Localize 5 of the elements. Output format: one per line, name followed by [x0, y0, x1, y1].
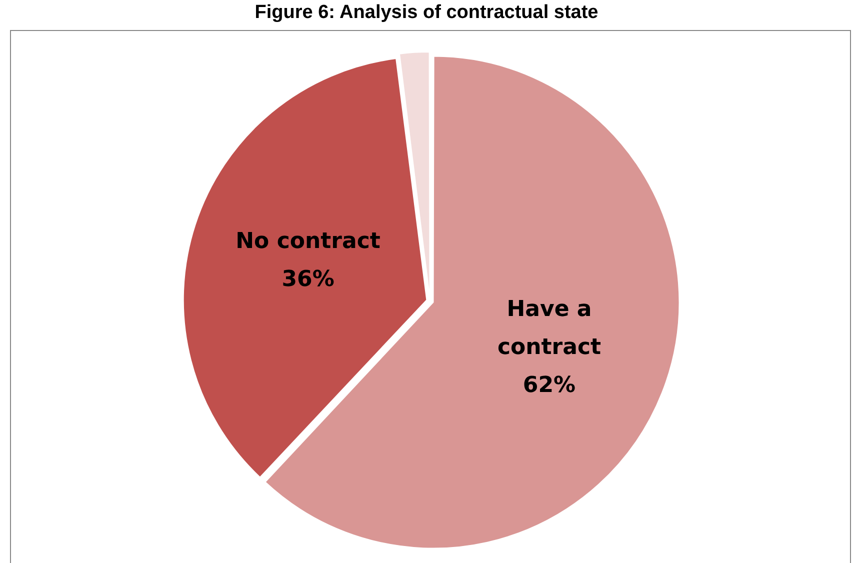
- data-label: 36%: [282, 267, 334, 292]
- slice-label: Have a contract: [497, 296, 602, 360]
- data-label: 62%: [522, 372, 576, 398]
- slice-label: No contract: [236, 229, 381, 254]
- chart-title: Figure 6: Analysis of contractual state: [254, 2, 600, 24]
